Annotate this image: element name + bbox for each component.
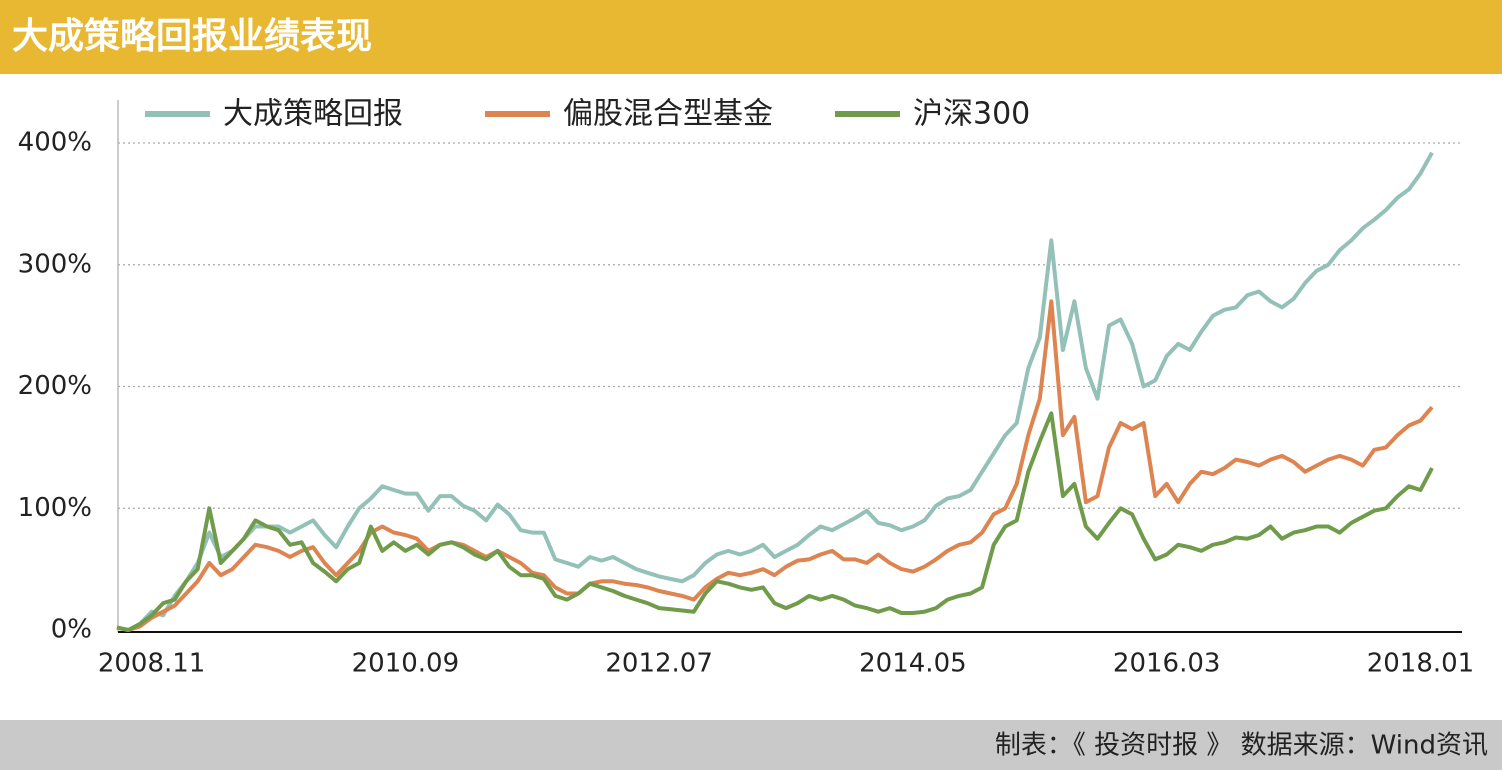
y-tick-label: 400% — [18, 128, 92, 158]
source-note: 制表：《 投资时报 》 数据来源：Wind资讯 — [995, 731, 1488, 761]
x-tick-label: 2010.09 — [352, 649, 460, 679]
series-line — [116, 411, 1434, 632]
y-tick-label: 300% — [18, 249, 92, 279]
x-tick-label: 2016.03 — [1113, 649, 1221, 679]
legend-label: 大成策略回报 — [223, 97, 403, 132]
legend-label: 偏股混合型基金 — [563, 97, 773, 132]
header-bar — [0, 0, 1502, 74]
chart-title: 大成策略回报业绩表现 — [12, 16, 372, 57]
y-tick-label: 0% — [51, 615, 92, 645]
y-tick-label: 200% — [18, 371, 92, 401]
x-tick-label: 2008.11 — [98, 649, 206, 679]
footer-bar — [0, 720, 1502, 770]
series-line — [116, 151, 1434, 632]
x-tick-label: 2014.05 — [859, 649, 967, 679]
y-tick-label: 100% — [18, 493, 92, 523]
series-line — [116, 299, 1434, 632]
x-tick-label: 2018.01 — [1367, 649, 1475, 679]
x-tick-label: 2012.07 — [605, 649, 713, 679]
legend-label: 沪深300 — [913, 97, 1030, 132]
